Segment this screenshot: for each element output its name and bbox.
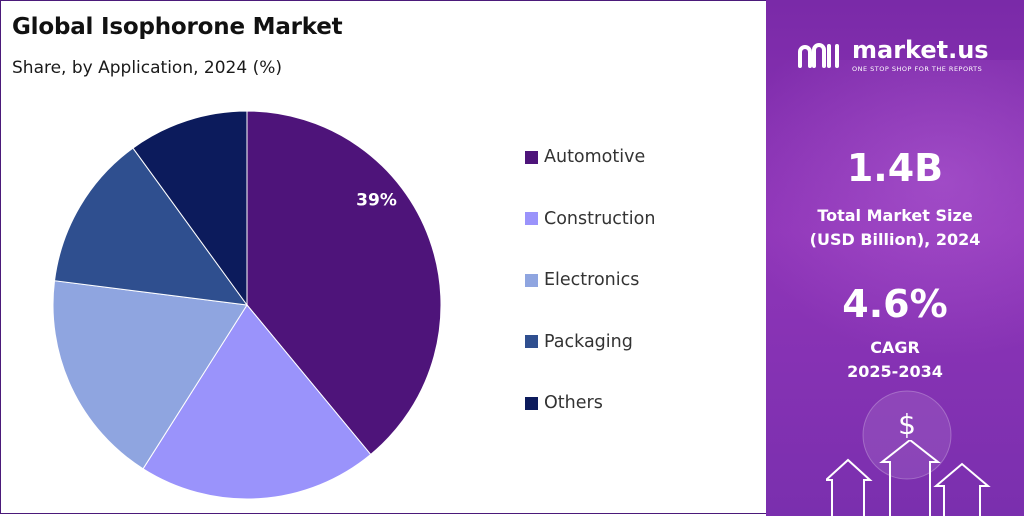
pie-chart: 39% xyxy=(52,110,442,500)
dollar-icon: $ xyxy=(862,390,952,480)
legend-swatch xyxy=(525,150,538,164)
legend-label: Electronics xyxy=(544,270,640,290)
chart-legend: Automotive Construction Electronics Packagi… xyxy=(525,145,655,453)
legend-label: Others xyxy=(544,393,603,413)
legend-label: Packaging xyxy=(544,331,633,352)
cagr-label-line1: CAGR xyxy=(870,338,920,357)
legend-swatch xyxy=(525,273,538,287)
brand-tagline: ONE STOP SHOP FOR THE REPORTS xyxy=(852,65,983,73)
legend-item-electronics: Electronics xyxy=(525,268,655,292)
pie-slice-automotive xyxy=(246,110,442,456)
growth-arrows-icon xyxy=(826,440,991,516)
legend-label: Automotive xyxy=(544,147,646,167)
brand-logo: market.us ONE STOP SHOP FOR THE REPORTS xyxy=(796,38,989,73)
stats-panel: market.us ONE STOP SHOP FOR THE REPORTS … xyxy=(766,0,1024,516)
cagr-label: CAGR 2025-2034 xyxy=(766,336,1024,384)
legend-swatch xyxy=(525,335,538,348)
brand-name: market.us xyxy=(852,36,989,64)
cagr-label-line2: 2025-2034 xyxy=(847,362,943,381)
chart-title: Global Isophorone Market xyxy=(12,14,343,40)
pie-slice-electronics xyxy=(52,280,248,470)
legend-label: Construction xyxy=(544,208,656,229)
market-size-value: 1.4B xyxy=(846,146,944,190)
cagr-value: 4.6% xyxy=(842,282,948,326)
market-size-label-line2: (USD Billion), 2024 xyxy=(809,230,981,249)
pie-slice-others xyxy=(132,110,248,307)
pie-slice-packaging xyxy=(53,147,249,306)
svg-text:$: $ xyxy=(898,408,916,441)
legend-swatch xyxy=(525,396,538,410)
legend-item-construction: Construction xyxy=(525,207,655,231)
market-size-label: Total Market Size (USD Billion), 2024 xyxy=(766,204,1024,252)
legend-swatch xyxy=(525,212,538,225)
chart-subtitle: Share, by Application, 2024 (%) xyxy=(12,58,282,78)
market-size-label-line1: Total Market Size xyxy=(817,206,973,225)
pie-slice-construction xyxy=(142,304,372,500)
legend-item-others: Others xyxy=(525,391,655,415)
market-us-logo-icon xyxy=(798,42,839,68)
data-label-automotive: 39% xyxy=(356,191,397,211)
legend-item-automotive: Automotive xyxy=(525,145,655,169)
chart-panel: Global Isophorone Market Share, by Appli… xyxy=(12,14,655,500)
legend-item-packaging: Packaging xyxy=(525,330,655,354)
